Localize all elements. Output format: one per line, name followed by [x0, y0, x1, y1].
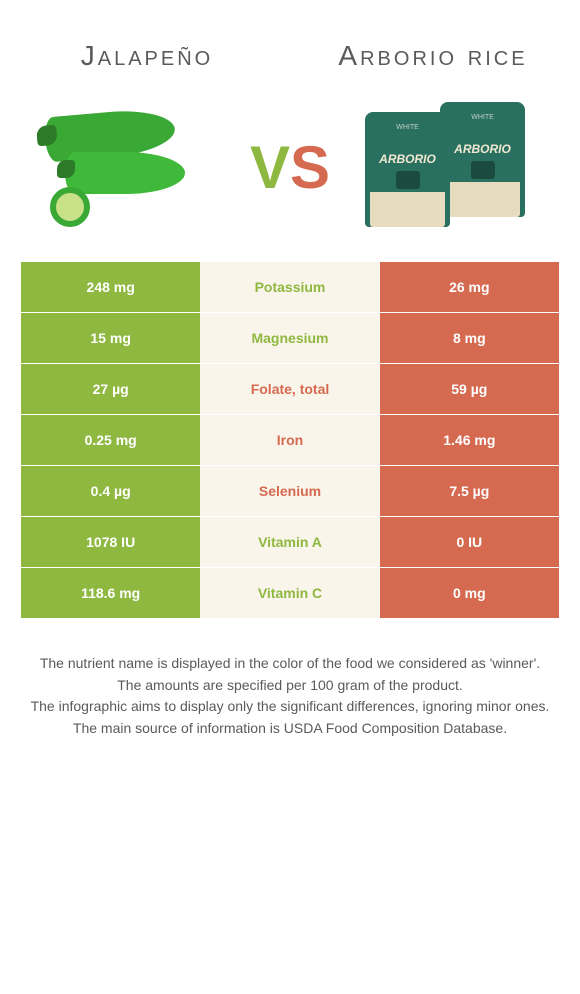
footer-line-3: The infographic aims to display only the… — [20, 697, 560, 717]
nutrient-table: 248 mgPotassium26 mg15 mgMagnesium8 mg27… — [21, 262, 559, 619]
nutrient-row: 248 mgPotassium26 mg — [21, 262, 559, 313]
nutrient-row: 27 µgFolate, total59 µg — [21, 364, 559, 415]
footer: The nutrient name is displayed in the co… — [0, 619, 580, 738]
vs-label: VS — [250, 133, 330, 202]
nutrient-row: 118.6 mgVitamin C0 mg — [21, 568, 559, 619]
footer-line-4: The main source of information is USDA F… — [20, 719, 560, 739]
value-right: 0 mg — [380, 568, 559, 618]
value-left: 15 mg — [21, 313, 200, 363]
value-left: 0.25 mg — [21, 415, 200, 465]
value-right: 7.5 µg — [380, 466, 559, 516]
nutrient-name: Iron — [200, 415, 379, 465]
nutrient-row: 0.25 mgIron1.46 mg — [21, 415, 559, 466]
value-right: 26 mg — [380, 262, 559, 312]
nutrient-name: Selenium — [200, 466, 379, 516]
value-left: 1078 IU — [21, 517, 200, 567]
value-left: 27 µg — [21, 364, 200, 414]
nutrient-row: 1078 IUVitamin A0 IU — [21, 517, 559, 568]
value-right: 8 mg — [380, 313, 559, 363]
nutrient-row: 0.4 µgSelenium7.5 µg — [21, 466, 559, 517]
nutrient-name: Potassium — [200, 262, 379, 312]
nutrient-name: Folate, total — [200, 364, 379, 414]
nutrient-row: 15 mgMagnesium8 mg — [21, 313, 559, 364]
vs-s: S — [290, 133, 330, 202]
value-left: 248 mg — [21, 262, 200, 312]
rice-image: WHITERICE WHITERICE — [365, 102, 545, 232]
nutrient-name: Vitamin C — [200, 568, 379, 618]
images-row: VS WHITERICE WHITERICE — [0, 92, 580, 262]
value-right: 59 µg — [380, 364, 559, 414]
footer-line-2: The amounts are specified per 100 gram o… — [20, 676, 560, 696]
header: Jalapeño Arborio rice — [0, 0, 580, 92]
value-right: 0 IU — [380, 517, 559, 567]
value-right: 1.46 mg — [380, 415, 559, 465]
jalapeno-image — [35, 102, 215, 232]
title-left: Jalapeño — [30, 40, 264, 72]
nutrient-name: Vitamin A — [200, 517, 379, 567]
title-right: Arborio rice — [316, 40, 550, 72]
footer-line-1: The nutrient name is displayed in the co… — [20, 654, 560, 674]
value-left: 0.4 µg — [21, 466, 200, 516]
nutrient-name: Magnesium — [200, 313, 379, 363]
value-left: 118.6 mg — [21, 568, 200, 618]
vs-v: V — [250, 133, 290, 202]
